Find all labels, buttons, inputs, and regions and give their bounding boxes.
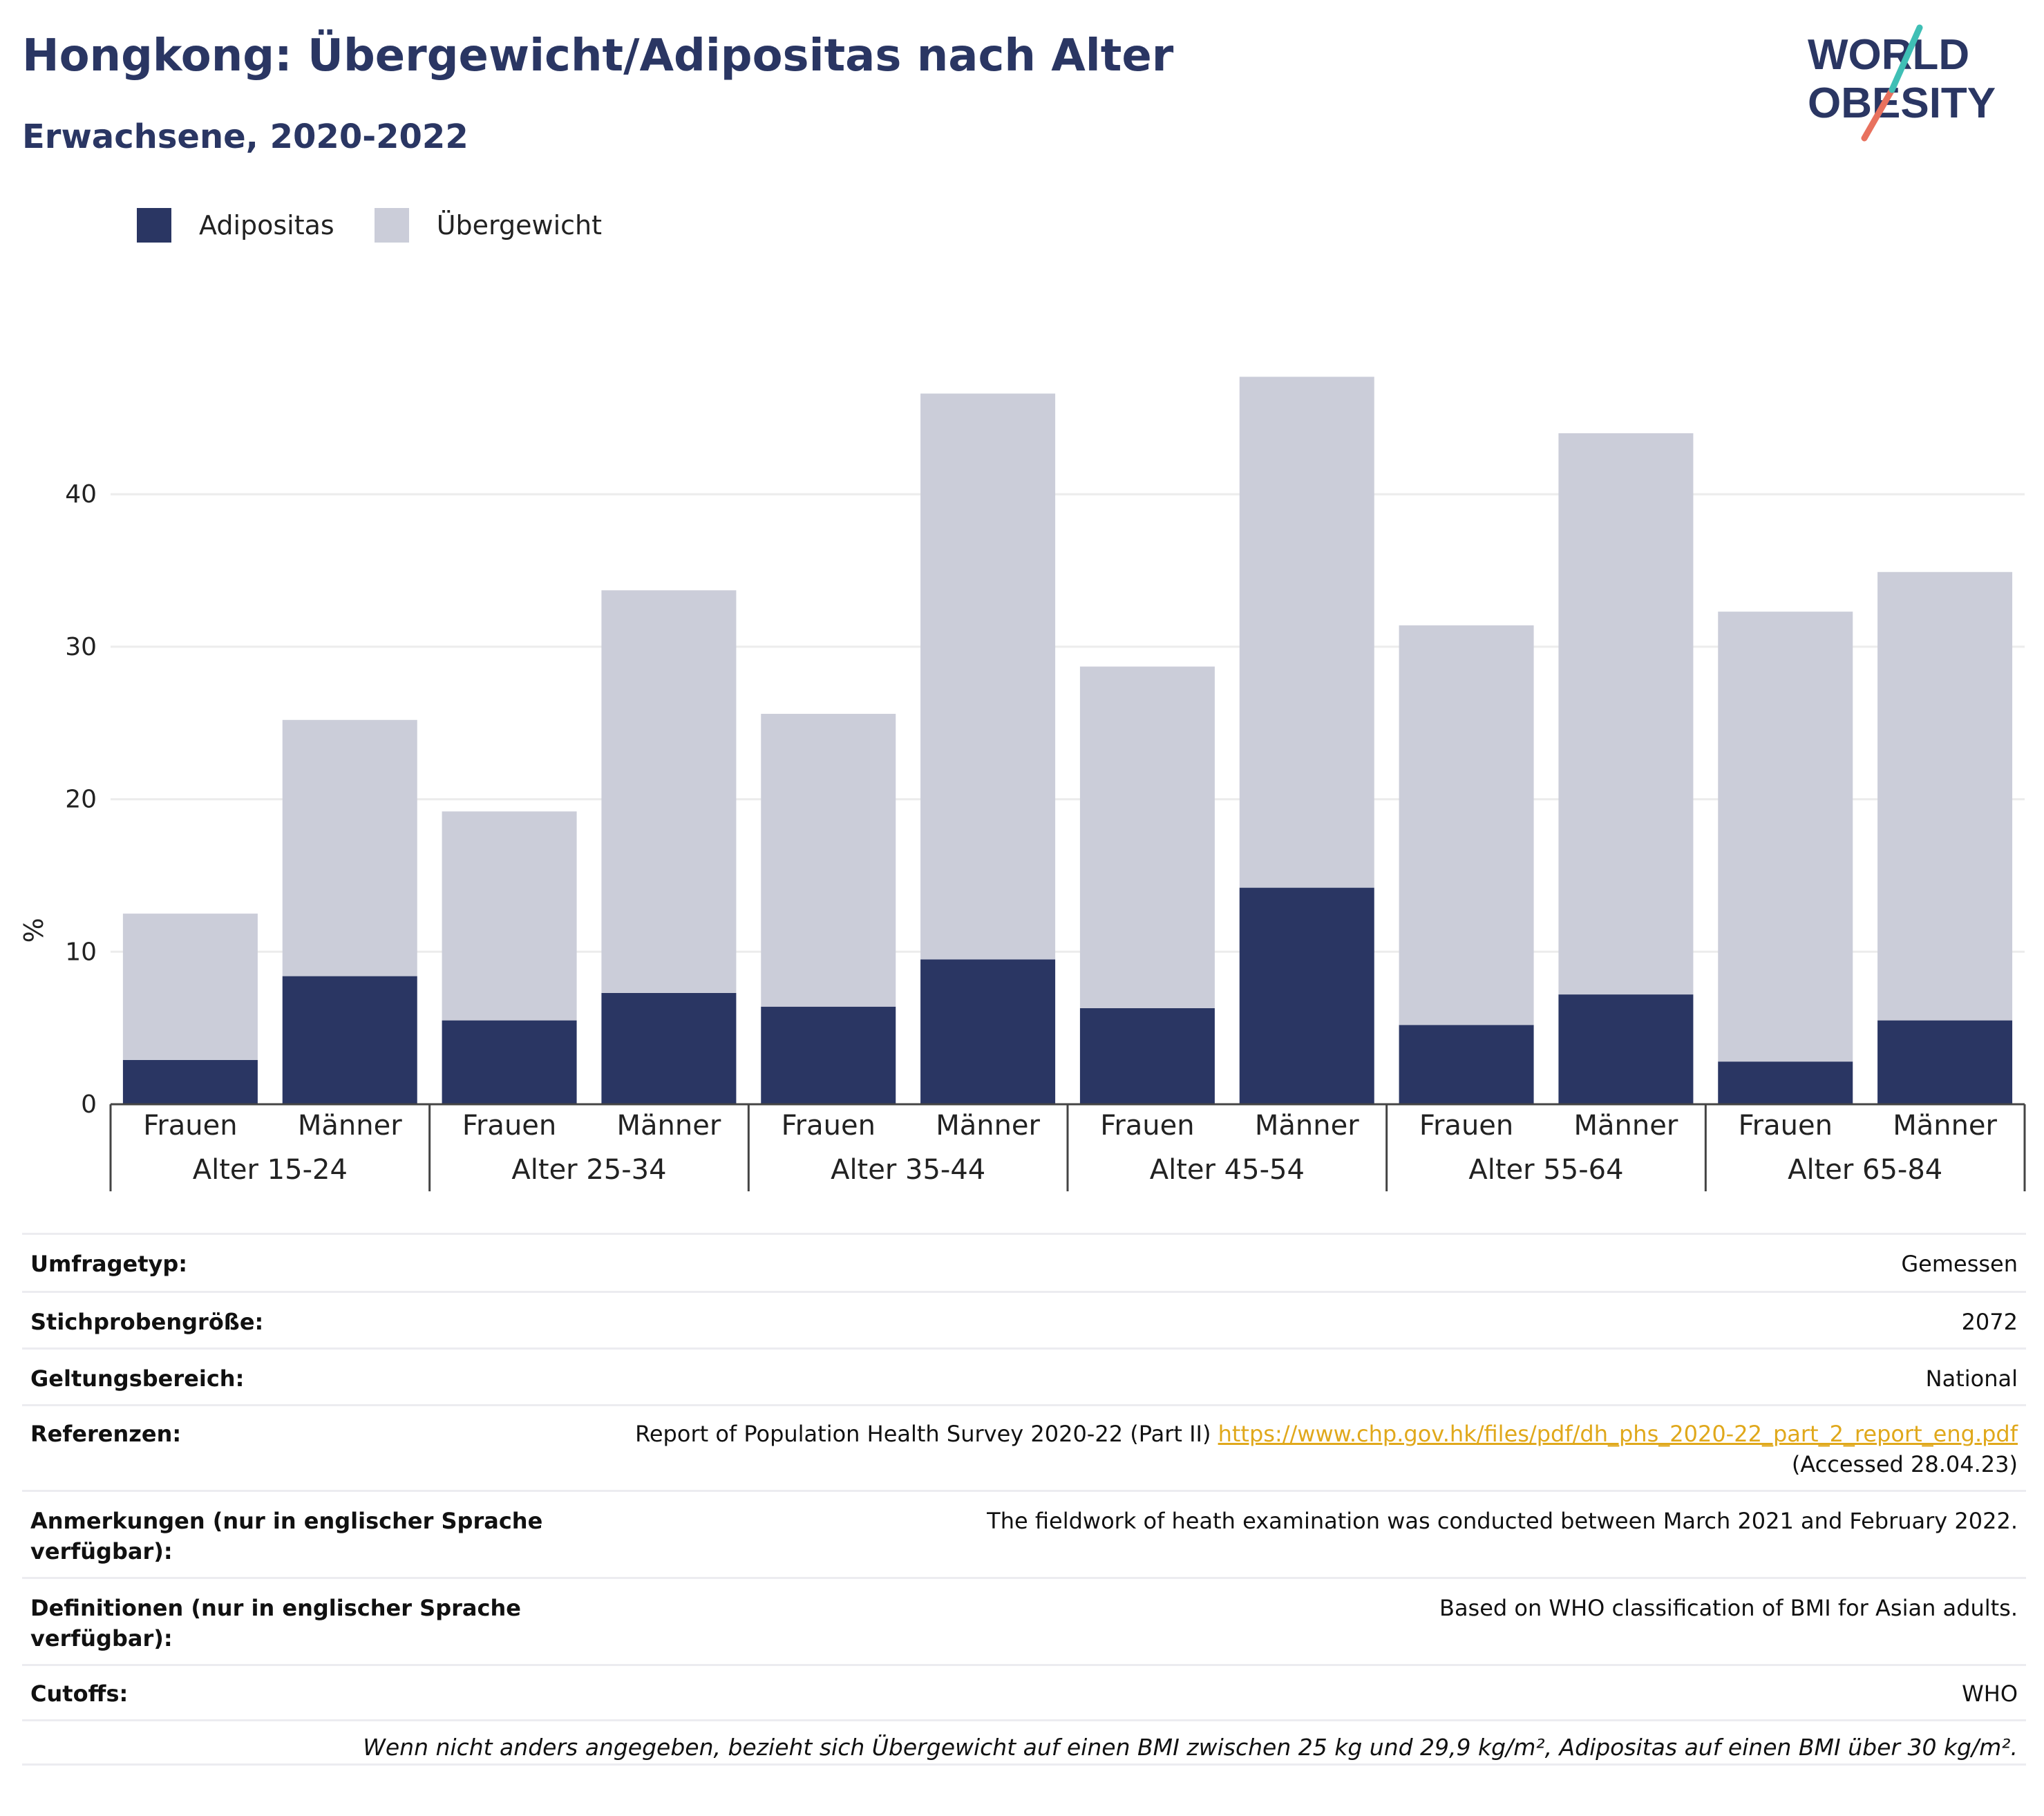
world-obesity-logo: WORLD OBESITY xyxy=(1808,24,1996,142)
info-row-sample-size: Stichprobengröße: 2072 xyxy=(22,1291,2026,1347)
bar-adipositas xyxy=(1558,994,1694,1104)
stacked-bar-chart: 0 10 20 30 40% Frauen Männer Alter 15-24 Frauen M… xyxy=(19,377,2026,1191)
x-group-label: Alter 55-64 xyxy=(1468,1154,1623,1186)
reference-text: Report of Population Health Survey 2020-… xyxy=(635,1421,1211,1447)
x-tick-label: Männer xyxy=(936,1110,1040,1142)
legend-item-uebergewicht: Übergewicht xyxy=(374,208,602,243)
bar-adipositas xyxy=(442,1020,577,1104)
bar-uebergewicht xyxy=(1558,433,1694,995)
x-group-label: Alter 15-24 xyxy=(193,1154,348,1186)
info-key: Stichprobengröße: xyxy=(30,1309,264,1335)
chart-legend: Adipositas Übergewicht xyxy=(137,205,642,246)
info-value: Gemessen xyxy=(1901,1251,2018,1277)
reference-accessed: (Accessed 28.04.23) xyxy=(1791,1451,2018,1477)
bar-uebergewicht xyxy=(920,393,1056,960)
logo-line-1: WORLD xyxy=(1808,31,1969,79)
logo-line-2: OBESITY xyxy=(1808,79,1996,127)
info-table: Umfragetyp: Gemessen Stichprobengröße: 2… xyxy=(22,1233,2026,1766)
chart-title: Hongkong: Übergewicht/Adipositas nach Al… xyxy=(22,30,1174,82)
x-group-label: Alter 45-54 xyxy=(1150,1154,1305,1186)
info-value: Report of Population Health Survey 2020-… xyxy=(635,1419,2018,1479)
bar-uebergewicht xyxy=(1399,625,1534,1025)
x-tick-label: Frauen xyxy=(462,1110,556,1142)
bar-uebergewicht xyxy=(761,714,896,1007)
footnote-divider xyxy=(22,1763,2026,1766)
x-tick-label: Frauen xyxy=(1100,1110,1194,1142)
info-row-notes: Anmerkungen (nur in englischer Sprache v… xyxy=(22,1490,2026,1577)
legend-swatch-adipositas xyxy=(137,208,171,243)
y-tick-label: 30 xyxy=(65,633,97,661)
info-key: Referenzen: xyxy=(30,1421,182,1447)
legend-label-uebergewicht: Übergewicht xyxy=(436,210,602,240)
bar-adipositas xyxy=(282,976,417,1104)
info-value: 2072 xyxy=(1961,1309,2018,1335)
info-row-survey-type: Umfragetyp: Gemessen xyxy=(22,1233,2026,1291)
bar-uebergewicht xyxy=(122,914,258,1060)
bar-adipositas xyxy=(1079,1008,1215,1104)
x-tick-label: Männer xyxy=(1255,1110,1359,1142)
bar-uebergewicht xyxy=(1079,666,1215,1008)
bar-uebergewicht xyxy=(601,590,737,993)
y-tick-label: 20 xyxy=(65,786,97,814)
bar-uebergewicht xyxy=(442,811,577,1021)
legend-item-adipositas: Adipositas xyxy=(137,208,334,243)
y-tick-label: 0 xyxy=(81,1090,97,1119)
info-value: WHO xyxy=(1962,1681,2018,1707)
bar-adipositas xyxy=(122,1059,258,1104)
y-tick-label: 10 xyxy=(65,938,97,966)
x-tick-label: Frauen xyxy=(782,1110,876,1142)
x-group-label: Alter 35-44 xyxy=(831,1154,985,1186)
bar-uebergewicht xyxy=(1718,612,1853,1062)
legend-label-adipositas: Adipositas xyxy=(199,210,334,240)
info-row-definitions: Definitionen (nur in englischer Sprache … xyxy=(22,1577,2026,1664)
y-tick-label: 40 xyxy=(65,480,97,509)
bar-adipositas xyxy=(1718,1061,1853,1104)
info-key: Cutoffs: xyxy=(30,1681,129,1707)
chart-subtitle: Erwachsene, 2020-2022 xyxy=(22,117,469,156)
info-row-coverage: Geltungsbereich: National xyxy=(22,1347,2026,1404)
x-tick-label: Männer xyxy=(1893,1110,1997,1142)
x-tick-label: Männer xyxy=(1574,1110,1678,1142)
info-key: Anmerkungen (nur in englischer Sprache v… xyxy=(30,1508,543,1564)
x-tick-label: Frauen xyxy=(1419,1110,1513,1142)
reference-link[interactable]: https://www.chp.gov.hk/files/pdf/dh_phs_… xyxy=(1218,1421,2018,1447)
bar-adipositas xyxy=(920,959,1056,1104)
bar-adipositas xyxy=(761,1006,896,1104)
bar-uebergewicht xyxy=(1877,571,2013,1021)
x-group-label: Alter 65-84 xyxy=(1788,1154,1942,1186)
x-group-label: Alter 25-34 xyxy=(511,1154,666,1186)
bar-uebergewicht xyxy=(1239,377,1374,888)
info-value: National xyxy=(1925,1365,2018,1392)
y-axis-label: % xyxy=(19,918,49,943)
bar-adipositas xyxy=(601,992,737,1104)
footnote: Wenn nicht anders angegeben, bezieht sic… xyxy=(22,1719,2026,1763)
info-row-references: Referenzen: Report of Population Health … xyxy=(22,1404,2026,1490)
x-tick-label: Frauen xyxy=(143,1110,237,1142)
bar-adipositas xyxy=(1399,1025,1534,1104)
info-row-cutoffs: Cutoffs: WHO xyxy=(22,1664,2026,1719)
info-value: Based on WHO classification of BMI for A… xyxy=(1439,1595,2018,1621)
x-tick-label: Männer xyxy=(617,1110,721,1142)
info-value: The fieldwork of heath examination was c… xyxy=(987,1508,2018,1534)
x-tick-label: Frauen xyxy=(1739,1110,1833,1142)
legend-swatch-uebergewicht xyxy=(374,208,409,243)
info-key: Definitionen (nur in englischer Sprache … xyxy=(30,1595,521,1652)
info-key: Umfragetyp: xyxy=(30,1251,188,1277)
x-tick-label: Männer xyxy=(298,1110,402,1142)
bar-uebergewicht xyxy=(282,719,417,976)
info-key: Geltungsbereich: xyxy=(30,1365,245,1392)
bar-adipositas xyxy=(1877,1020,2013,1104)
bar-adipositas xyxy=(1239,887,1374,1104)
